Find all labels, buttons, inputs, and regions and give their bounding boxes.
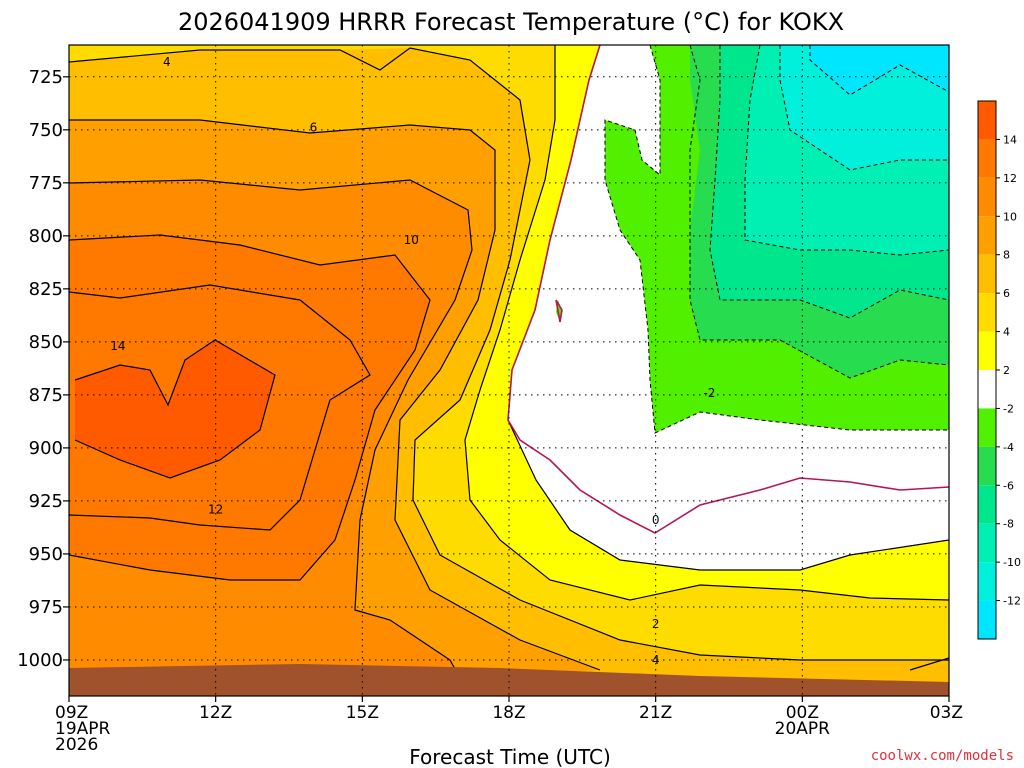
- contour-label: 12: [208, 502, 223, 516]
- x-tick-label: 18Z: [492, 703, 525, 723]
- colorbar-label: 12: [1003, 172, 1017, 185]
- y-tick-label: 900: [29, 438, 63, 459]
- contour-line: [69, 284, 371, 531]
- grid-lines: [69, 45, 949, 696]
- colorbar-label: 6: [1003, 287, 1010, 300]
- colorbar-label: -10: [1003, 556, 1021, 569]
- y-tick-label: 950: [29, 544, 63, 565]
- contour-line: [69, 179, 473, 696]
- freezing-line: [555, 299, 563, 323]
- x-tick-label: 15Z: [346, 703, 379, 723]
- x-tick-label: 00Z: [786, 703, 819, 723]
- colorbar-swatch: [978, 254, 996, 294]
- contour-line-neg: [709, 45, 949, 319]
- y-tick-label: 875: [29, 385, 63, 406]
- contour-lines: [69, 45, 949, 696]
- colorbar-label: 2: [1003, 364, 1010, 377]
- colorbar-swatch: [978, 485, 996, 524]
- contour-label: 6: [310, 121, 318, 135]
- colorbar-swatch: [978, 177, 996, 217]
- y-tick-label: 800: [29, 226, 63, 247]
- contour-label: 0: [652, 513, 660, 527]
- colorbar-label: 4: [1003, 326, 1010, 339]
- colorbar-label: -6: [1003, 479, 1014, 492]
- contour-label: 14: [110, 339, 125, 353]
- contour-line-neg: [689, 45, 949, 379]
- colorbar-swatch: [978, 562, 996, 601]
- contour-line-neg: [809, 45, 949, 96]
- colorbar-swatch: [978, 446, 996, 486]
- band-neg14-neg12: [810, 45, 949, 95]
- colorbar-swatch: [978, 101, 996, 140]
- contour-label: 4: [163, 55, 171, 69]
- y-tick-label: 1000: [17, 650, 63, 671]
- contour-line: [909, 657, 949, 671]
- x-tick-label: 21Z: [639, 703, 672, 723]
- colorbar: 14 12 10 8 6 4 2 -2 -4 -6 -8 -10 -12: [977, 100, 1021, 640]
- colorbar-label: 14: [1003, 133, 1017, 146]
- contour-label: 2: [652, 617, 660, 631]
- colorbar-label: -8: [1003, 518, 1014, 531]
- contour-labels: 4 6 10 14 12 -2 0 2 4: [110, 55, 715, 667]
- y-tick-label: 775: [29, 173, 63, 194]
- contour-label: 4: [652, 653, 660, 667]
- freezing-line: [507, 45, 949, 534]
- contour-line: [69, 119, 601, 671]
- colorbar-swatch: [978, 331, 996, 370]
- y-tick-label: 975: [29, 597, 63, 618]
- contour-line-neg: [604, 45, 949, 434]
- credit-link[interactable]: coolwx.com/models: [871, 748, 1014, 764]
- colorbar-swatch: [978, 523, 996, 563]
- band-neg12-neg10: [780, 45, 949, 170]
- y-tick-label: 850: [29, 332, 63, 353]
- y-tick-label: 825: [29, 279, 63, 300]
- contour-line: [464, 45, 949, 601]
- colorbar-swatch: [978, 139, 996, 178]
- band-14-16: [75, 340, 275, 478]
- contour-label: 10: [404, 233, 419, 247]
- x-tick-label: 09Z: [55, 703, 88, 723]
- temperature-field: [69, 45, 949, 696]
- contour-line-neg: [779, 45, 949, 171]
- x-tick-label: 03Z: [930, 703, 963, 723]
- contour-line: [74, 339, 276, 479]
- x-axis-label: Forecast Time (UTC): [409, 745, 611, 768]
- contour-line: [507, 419, 949, 571]
- contour-line: [69, 234, 431, 581]
- colorbar-label: -12: [1003, 595, 1021, 608]
- colorbar-swatch: [978, 408, 996, 447]
- contour-label: -2: [703, 386, 715, 400]
- y-tick-label: 725: [29, 67, 63, 88]
- x-tick-label: 12Z: [199, 703, 232, 723]
- contour-line: [69, 47, 949, 661]
- colorbar-label: 8: [1003, 249, 1010, 262]
- colorbar-swatch: [978, 600, 996, 639]
- colorbar-label: -4: [1003, 441, 1014, 454]
- colorbar-swatch: [978, 293, 996, 332]
- colorbar-swatch: [978, 216, 996, 255]
- contour-line-neg: [744, 45, 949, 256]
- ground-surface: [69, 664, 949, 696]
- x-tick-sublabel: 2026: [55, 735, 98, 755]
- colorbar-swatch: [978, 370, 996, 409]
- colorbar-label: -2: [1003, 402, 1014, 415]
- y-tick-label: 750: [29, 120, 63, 141]
- chart-title: 2026041909 HRRR Forecast Temperature (°C…: [178, 8, 844, 36]
- x-tick-sublabel: 19APR: [55, 719, 111, 739]
- y-axis: 725 750 775 800 825 850 875 900 925 950 975 1000: [17, 67, 69, 671]
- colorbar-label: 10: [1003, 210, 1017, 223]
- x-tick-sublabel: 20APR: [775, 719, 831, 739]
- y-tick-label: 925: [29, 491, 63, 512]
